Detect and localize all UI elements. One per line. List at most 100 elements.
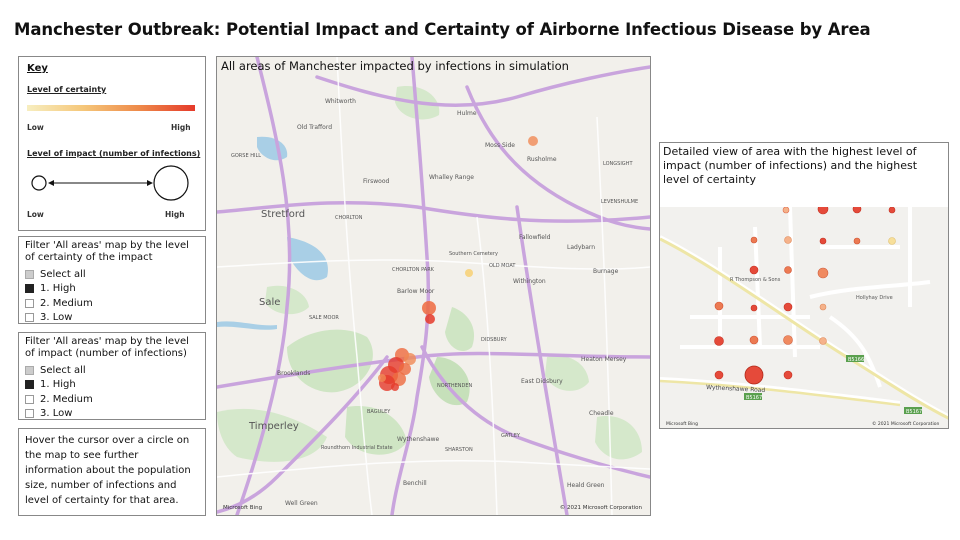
infection-circle[interactable] — [749, 335, 759, 345]
main-road — [660, 237, 948, 420]
infection-circle[interactable] — [817, 267, 829, 279]
checkbox-icon[interactable] — [25, 313, 34, 323]
label-whitworth: Whitworth — [325, 98, 356, 105]
svg-text:B5167: B5167 — [906, 409, 922, 415]
infection-circle[interactable] — [749, 265, 759, 275]
infection-circle[interactable] — [392, 372, 406, 386]
checkbox-icon[interactable] — [25, 365, 34, 375]
label-fallowfield: Fallowfield — [519, 234, 551, 241]
road-shield-b5167 — [744, 393, 762, 400]
label-chorlton: CHORLTON — [335, 215, 363, 221]
hover-instructions: Hover the cursor over a circle on the ma… — [18, 428, 206, 516]
park-area — [545, 355, 589, 391]
infection-circle[interactable] — [378, 374, 386, 382]
label-southern-cemetery: Southern Cemetery — [449, 251, 498, 257]
certainty-gradient-bar — [27, 105, 195, 111]
road-shield-b5166 — [846, 355, 864, 362]
label-hulme: Hulme — [457, 110, 477, 117]
detail-map[interactable]: Wythenshawe Road Hollyhay Drive R Thomps… — [660, 207, 949, 429]
checkbox-icon[interactable] — [25, 284, 34, 294]
label-sale: Sale — [259, 297, 280, 308]
detail-map-canvas[interactable]: Wythenshawe Road Hollyhay Drive R Thomps… — [660, 207, 949, 429]
infection-circle[interactable] — [714, 370, 724, 380]
small-circle-icon — [31, 175, 47, 191]
detail-view-title: Detailed view of area with the highest l… — [663, 145, 918, 186]
label-wythenshawe: Wythenshawe — [397, 436, 440, 443]
label-gorse-hill: GORSE HILL — [231, 153, 261, 159]
label-ladybarn: Ladybarn — [567, 244, 595, 251]
impact-filter-title: Filter 'All areas' map by the level of i… — [25, 336, 189, 359]
checkbox-icon[interactable] — [25, 409, 34, 419]
checkbox-icon[interactable] — [25, 394, 34, 404]
map-copyright: © 2021 Microsoft Corporation — [559, 505, 642, 511]
infection-circle[interactable] — [744, 365, 764, 385]
certainty-filter: Filter 'All areas' map by the level of c… — [18, 236, 206, 324]
impact-legend-label: Level of impact (number of infections) — [27, 149, 201, 158]
label-heaton-mersey: Heaton Mersey — [581, 356, 627, 363]
infection-circle[interactable] — [714, 336, 724, 346]
label-baguley: BAGULEY — [367, 409, 391, 415]
certainty-filter-low[interactable]: 3. Low — [25, 311, 199, 326]
infection-circle[interactable] — [714, 301, 724, 311]
infection-circle[interactable] — [819, 303, 827, 311]
certainty-filter-select-all[interactable]: Select all — [25, 267, 199, 282]
infection-circle[interactable] — [425, 314, 435, 324]
infection-circle[interactable] — [819, 337, 827, 345]
label-gatley: GATLEY — [501, 433, 521, 439]
bing-logo: Microsoft Bing — [223, 505, 263, 511]
infection-circle[interactable] — [819, 237, 827, 245]
infection-circle[interactable] — [783, 335, 793, 345]
impact-filter-medium[interactable]: 2. Medium — [25, 392, 199, 407]
infection-circle[interactable] — [784, 236, 792, 244]
infection-circle[interactable] — [399, 363, 411, 375]
impact-filter-high[interactable]: 1. High — [25, 378, 199, 393]
label-sharston: SHARSTON — [445, 447, 473, 453]
checkbox-icon[interactable] — [25, 269, 34, 279]
label-thompson-sons: R Thompson & Sons — [730, 277, 781, 283]
label-well-green: Well Green — [285, 500, 318, 507]
road-shield-b5167 — [904, 407, 922, 414]
park-area — [217, 408, 327, 462]
infection-circle[interactable] — [784, 266, 792, 274]
detail-view-panel[interactable]: Detailed view of area with the highest l… — [659, 142, 949, 429]
certainty-filter-medium[interactable]: 2. Medium — [25, 296, 199, 311]
label-sale-moor: SALE MOOR — [309, 315, 339, 321]
infection-circle[interactable] — [783, 370, 793, 380]
certainty-filter-high[interactable]: 1. High — [25, 282, 199, 297]
label-wythenshawe-road: Wythenshawe Road — [706, 384, 766, 394]
infection-circle[interactable] — [817, 207, 829, 215]
infection-circle[interactable] — [853, 237, 861, 245]
infection-circle[interactable] — [422, 301, 436, 315]
certainty-filter-title: Filter 'All areas' map by the level of c… — [25, 240, 189, 263]
label-old-moat: OLD MOAT — [489, 263, 516, 269]
detail-infection-circles[interactable] — [714, 207, 896, 385]
infection-circle[interactable] — [750, 304, 758, 312]
impact-filter-low[interactable]: 3. Low — [25, 407, 199, 422]
checkbox-icon[interactable] — [25, 380, 34, 390]
infection-circle[interactable] — [528, 136, 538, 146]
infection-circle[interactable] — [888, 207, 896, 214]
label-longsight: LONGSIGHT — [603, 161, 633, 167]
infection-circle[interactable] — [404, 353, 416, 365]
infection-circle[interactable] — [852, 207, 862, 214]
all-areas-map[interactable]: All areas of Manchester impacted by infe… — [216, 56, 651, 516]
infection-circle[interactable] — [888, 237, 896, 245]
map-canvas[interactable]: Stretford Sale Timperley Old Trafford Hu… — [217, 57, 650, 515]
label-didsbury: DIDSBURY — [481, 337, 508, 343]
park-area — [345, 406, 407, 455]
infection-circles[interactable] — [378, 136, 538, 391]
impact-filter: Filter 'All areas' map by the level of i… — [18, 332, 206, 420]
infection-circle[interactable] — [782, 207, 790, 214]
label-old-trafford: Old Trafford — [297, 124, 332, 131]
impact-filter-select-all[interactable]: Select all — [25, 363, 199, 378]
water-area — [287, 237, 328, 281]
park-area — [445, 307, 475, 352]
checkbox-icon[interactable] — [25, 298, 34, 308]
infection-circle[interactable] — [783, 302, 793, 312]
label-withington: Withington — [513, 278, 546, 285]
infection-circle[interactable] — [465, 269, 473, 277]
label-rusholme: Rusholme — [527, 156, 557, 163]
large-circle-icon — [153, 165, 189, 201]
infection-circle[interactable] — [750, 236, 758, 244]
infection-circle[interactable] — [391, 383, 399, 391]
